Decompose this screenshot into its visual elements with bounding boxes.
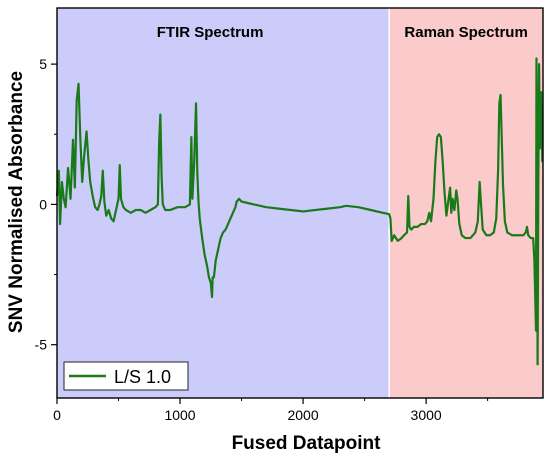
- series-line-0: [55, 57, 544, 366]
- y-tick-label: 0: [39, 196, 47, 212]
- plot-frame: [56, 7, 544, 399]
- series-lines: [55, 57, 544, 366]
- region-label-raman-spectrum: Raman Spectrum: [404, 24, 527, 41]
- x-tick-label: 1000: [164, 407, 195, 423]
- y-tick-label: 5: [39, 56, 47, 72]
- axes: [56, 7, 544, 399]
- x-tick-label: 3000: [411, 407, 442, 423]
- x-tick-label: 0: [53, 407, 61, 423]
- tick-labels: 0 1000 2000 3000 -5 0 5: [35, 56, 489, 423]
- y-axis-title: SNV Normalised Absorbance: [6, 71, 27, 333]
- region-backgrounds: FTIR Spectrum Raman Spectrum: [57, 8, 543, 398]
- y-tick-label: -5: [35, 337, 48, 353]
- region-label-ftir-spectrum: FTIR Spectrum: [157, 24, 264, 41]
- x-tick-label: 2000: [287, 407, 318, 423]
- legend-label-l-s-1-0: L/S 1.0: [114, 367, 171, 387]
- x-axis-title: Fused Datapoint: [232, 433, 382, 454]
- region-raman-spectrum: [389, 8, 543, 398]
- region-ftir-spectrum: [57, 8, 390, 398]
- legend: L/S 1.0: [63, 361, 189, 391]
